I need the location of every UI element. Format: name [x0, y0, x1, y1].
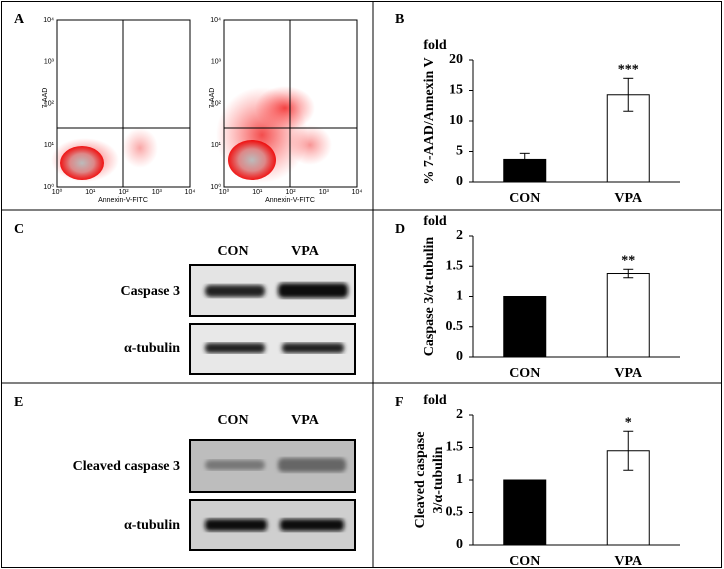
x-tick-label: VPA	[614, 554, 643, 569]
y-tick-label: 2	[456, 407, 463, 422]
x-tick-label: 10¹	[252, 189, 263, 196]
y-tick-label: 1	[456, 472, 463, 487]
y-axis-label: 7-AAD	[42, 88, 49, 109]
significance: ***	[618, 63, 639, 78]
y-tick-label: 10²	[211, 100, 222, 107]
lane-label: CON	[217, 244, 248, 259]
unit-label: fold	[423, 214, 447, 229]
y-tick-label: 1	[456, 289, 463, 304]
x-axis-label: Annexin-V-FITC	[98, 197, 148, 204]
y-axis-label: % 7-AAD/Annexin V	[422, 57, 437, 184]
blot-row-label: Caspase 3	[120, 284, 180, 299]
y-tick-label: 10³	[44, 59, 55, 66]
y-tick-label: 0	[456, 349, 463, 364]
y-tick-label: 2	[456, 228, 463, 243]
lane-label: VPA	[291, 413, 320, 428]
blot	[189, 264, 356, 551]
unit-label: fold	[423, 38, 447, 53]
blot-row-label: α-tubulin	[124, 518, 180, 533]
x-tick-label: 10³	[319, 189, 330, 196]
significance: **	[621, 253, 635, 268]
y-tick-label: 5	[456, 144, 463, 159]
lane-label: VPA	[291, 244, 320, 259]
x-tick-label: CON	[509, 554, 540, 569]
y-axis-label: Cleaved caspase	[413, 432, 428, 529]
y-tick-label: 1.5	[446, 440, 464, 455]
y-tick-label: 0.5	[446, 319, 464, 334]
y-tick-label: 10⁴	[210, 17, 221, 24]
blot-row-label: α-tubulin	[124, 341, 180, 356]
x-tick-label: 10³	[152, 189, 163, 196]
y-tick-label: 15	[449, 83, 463, 98]
y-tick-label: 10²	[44, 100, 55, 107]
y-tick-label: 10⁰	[210, 183, 221, 191]
panel-label: C	[14, 222, 24, 237]
flow-plot	[216, 19, 358, 188]
y-tick-label: 10³	[211, 59, 222, 66]
y-tick-label: 0.5	[446, 505, 464, 520]
x-tick-label: VPA	[614, 191, 643, 206]
panel-label: E	[14, 395, 23, 410]
y-axis-label: Caspase 3/α-tubulin	[422, 237, 437, 357]
y-axis-label: 3/α-tubulin	[431, 446, 446, 513]
unit-label: fold	[423, 393, 447, 408]
x-tick-label: 10⁰	[52, 188, 63, 196]
x-axis-label: Annexin-V-FITC	[265, 197, 315, 204]
flow-plot	[51, 19, 191, 188]
lane-label: CON	[217, 413, 248, 428]
panel-label: D	[395, 222, 405, 237]
significance: *	[625, 415, 632, 430]
y-tick-label: 0	[456, 174, 463, 189]
bar	[606, 273, 650, 358]
y-tick-label: 10¹	[44, 142, 55, 149]
x-tick-label: CON	[509, 191, 540, 206]
panel-label: B	[395, 12, 404, 27]
x-tick-label: 10²	[118, 189, 129, 196]
y-tick-label: 10¹	[211, 142, 222, 149]
y-axis-label: 7-AAD	[209, 88, 216, 109]
x-tick-label: 10⁴	[185, 189, 196, 196]
y-tick-label: 1.5	[446, 258, 464, 273]
bar	[503, 479, 547, 546]
bar	[503, 296, 547, 358]
y-tick-label: 10	[449, 113, 463, 128]
y-tick-label: 10⁰	[43, 183, 54, 191]
x-tick-label: CON	[509, 366, 540, 381]
blot-row-label: Cleaved caspase 3	[73, 459, 180, 474]
x-tick-label: 10⁴	[352, 189, 363, 196]
panel-label: A	[14, 12, 25, 27]
x-tick-label: 10¹	[85, 189, 96, 196]
y-tick-label: 10⁴	[43, 17, 54, 24]
x-tick-label: VPA	[614, 366, 643, 381]
x-tick-label: 10²	[285, 189, 296, 196]
x-tick-label: 10⁰	[219, 188, 230, 196]
y-tick-label: 0	[456, 537, 463, 552]
panel-label: F	[395, 395, 404, 410]
y-tick-label: 20	[449, 52, 463, 67]
